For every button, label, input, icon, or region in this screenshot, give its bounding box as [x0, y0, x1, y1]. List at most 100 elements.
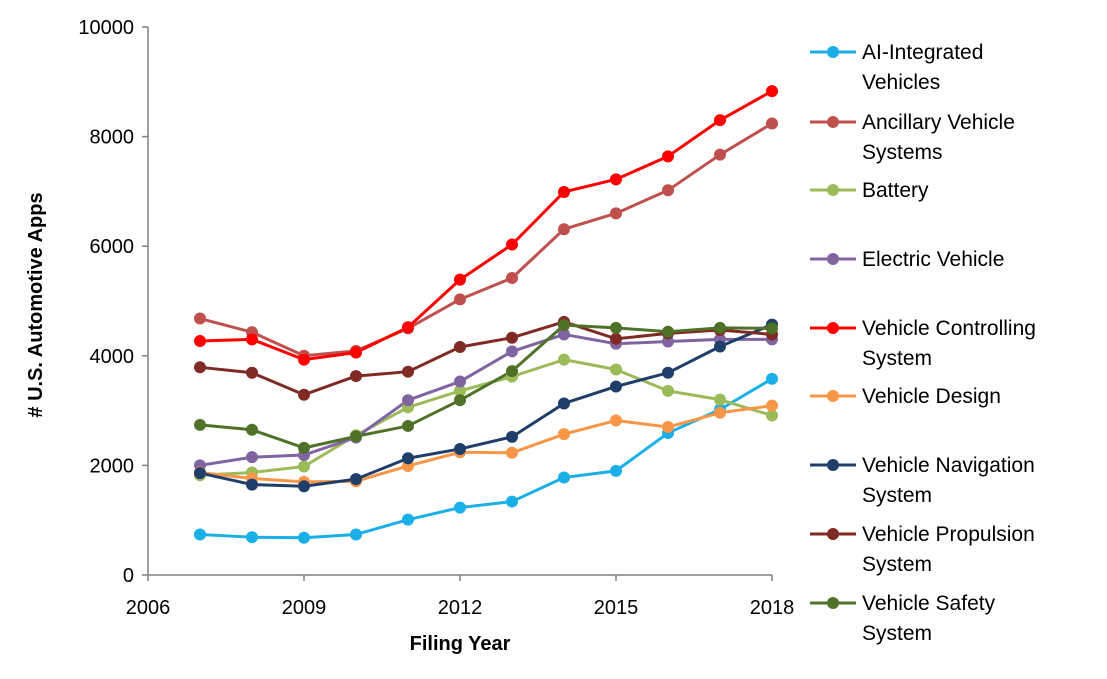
- data-point-ancillary-vehicle-systems: [558, 223, 570, 235]
- data-point-vehicle-design: [610, 414, 622, 426]
- data-point-vehicle-controlling-system: [194, 335, 206, 347]
- legend-label: System: [862, 347, 932, 370]
- legend-label: Ancillary Vehicle: [862, 111, 1015, 134]
- data-point-vehicle-safety-system: [506, 365, 518, 377]
- data-point-vehicle-safety-system: [662, 326, 674, 338]
- y-tick-label: 10000: [78, 17, 134, 39]
- data-point-vehicle-propulsion-system: [506, 332, 518, 344]
- data-point-vehicle-design: [558, 428, 570, 440]
- x-tick-label: 2018: [750, 597, 795, 619]
- data-point-vehicle-navigation-system: [402, 452, 414, 464]
- legend-marker-vehicle-navigation-system: [827, 459, 839, 471]
- data-point-vehicle-propulsion-system: [402, 366, 414, 378]
- series-line-battery: [200, 360, 772, 476]
- data-point-electric-vehicle: [246, 451, 258, 463]
- legend-label: Vehicle Propulsion: [862, 523, 1035, 546]
- data-point-electric-vehicle: [402, 394, 414, 406]
- legend-label: Vehicle Navigation: [862, 454, 1035, 477]
- x-axis-title: Filing Year: [410, 633, 511, 655]
- data-point-vehicle-controlling-system: [714, 114, 726, 126]
- x-tick-label: 2006: [126, 597, 171, 619]
- data-point-vehicle-design: [506, 447, 518, 459]
- legend-item-ai-integrated-vehicles: AI-Integrated Vehicles: [810, 41, 983, 94]
- data-point-ai-integrated-vehicles: [454, 502, 466, 514]
- data-point-vehicle-navigation-system: [714, 340, 726, 352]
- series-line-vehicle-controlling-system: [200, 91, 772, 360]
- data-point-vehicle-navigation-system: [558, 397, 570, 409]
- data-point-ancillary-vehicle-systems: [506, 272, 518, 284]
- data-point-vehicle-controlling-system: [246, 333, 258, 345]
- data-point-vehicle-safety-system: [402, 420, 414, 432]
- legend-label: System: [862, 484, 932, 507]
- data-point-ancillary-vehicle-systems: [662, 184, 674, 196]
- legend-label: Vehicle Controlling: [862, 317, 1036, 340]
- data-point-vehicle-navigation-system: [610, 380, 622, 392]
- legend-label: System: [862, 622, 932, 645]
- y-tick-label: 4000: [90, 346, 135, 368]
- legend-marker-electric-vehicle: [827, 253, 839, 265]
- x-tick-label: 2009: [282, 597, 327, 619]
- legend-marker-ancillary-vehicle-systems: [827, 116, 839, 128]
- series-line-ai-integrated-vehicles: [200, 379, 772, 538]
- data-point-vehicle-controlling-system: [454, 274, 466, 286]
- data-point-vehicle-propulsion-system: [298, 389, 310, 401]
- legend-item-vehicle-propulsion-system: Vehicle Propulsion System: [810, 523, 1035, 576]
- data-point-battery: [558, 354, 570, 366]
- legend-item-vehicle-navigation-system: Vehicle Navigation System: [810, 454, 1035, 507]
- legend-label: Vehicles: [862, 71, 940, 94]
- legend: AI-Integrated Vehicles Ancillary Vehicle Sy…: [810, 41, 1036, 645]
- data-point-ai-integrated-vehicles: [350, 528, 362, 540]
- data-point-battery: [610, 364, 622, 376]
- data-point-vehicle-safety-system: [194, 419, 206, 431]
- y-tick-label: 0: [123, 565, 134, 587]
- data-point-ancillary-vehicle-systems: [610, 207, 622, 219]
- data-point-vehicle-design: [662, 421, 674, 433]
- y-tick-label: 6000: [90, 236, 135, 258]
- data-point-vehicle-controlling-system: [298, 354, 310, 366]
- data-point-vehicle-safety-system: [610, 322, 622, 334]
- data-point-vehicle-controlling-system: [766, 85, 778, 97]
- data-point-vehicle-propulsion-system: [194, 361, 206, 373]
- legend-item-electric-vehicle: Electric Vehicle: [810, 248, 1004, 271]
- data-point-vehicle-design: [766, 400, 778, 412]
- data-point-ancillary-vehicle-systems: [194, 313, 206, 325]
- legend-marker-vehicle-design: [827, 390, 839, 402]
- legend-item-vehicle-controlling-system: Vehicle Controlling System: [810, 317, 1036, 370]
- data-point-electric-vehicle: [506, 345, 518, 357]
- legend-label: AI-Integrated: [862, 41, 983, 64]
- data-point-vehicle-safety-system: [558, 319, 570, 331]
- legend-marker-vehicle-safety-system: [827, 597, 839, 609]
- data-point-vehicle-controlling-system: [558, 186, 570, 198]
- data-point-vehicle-navigation-system: [662, 367, 674, 379]
- data-point-battery: [662, 385, 674, 397]
- data-point-ai-integrated-vehicles: [402, 514, 414, 526]
- legend-label: Vehicle Design: [862, 385, 1001, 408]
- data-point-vehicle-navigation-system: [298, 480, 310, 492]
- data-point-ai-integrated-vehicles: [766, 373, 778, 385]
- legend-marker-battery: [827, 184, 839, 196]
- x-tick-label: 2012: [438, 597, 483, 619]
- y-tick-label: 8000: [90, 127, 135, 149]
- data-point-vehicle-navigation-system: [506, 431, 518, 443]
- data-point-ai-integrated-vehicles: [194, 528, 206, 540]
- data-point-ancillary-vehicle-systems: [454, 293, 466, 305]
- legend-item-vehicle-safety-system: Vehicle Safety System: [810, 592, 996, 645]
- data-point-vehicle-propulsion-system: [350, 370, 362, 382]
- data-point-vehicle-navigation-system: [350, 473, 362, 485]
- data-point-vehicle-propulsion-system: [246, 367, 258, 379]
- data-point-vehicle-controlling-system: [506, 239, 518, 251]
- data-point-vehicle-controlling-system: [350, 347, 362, 359]
- data-point-vehicle-safety-system: [298, 442, 310, 454]
- y-axis-title: # U.S. Automotive Apps: [25, 192, 47, 417]
- legend-item-ancillary-vehicle-systems: Ancillary VehicleSystems: [810, 111, 1015, 164]
- data-point-vehicle-propulsion-system: [610, 333, 622, 345]
- legend-item-battery: Battery: [810, 179, 929, 202]
- data-point-vehicle-controlling-system: [610, 173, 622, 185]
- legend-label: Battery: [862, 179, 929, 202]
- data-point-vehicle-safety-system: [766, 322, 778, 334]
- data-point-ai-integrated-vehicles: [610, 465, 622, 477]
- x-tick-label: 2015: [594, 597, 639, 619]
- data-point-vehicle-navigation-system: [194, 467, 206, 479]
- data-point-ai-integrated-vehicles: [506, 496, 518, 508]
- legend-label: Vehicle Safety: [862, 592, 996, 615]
